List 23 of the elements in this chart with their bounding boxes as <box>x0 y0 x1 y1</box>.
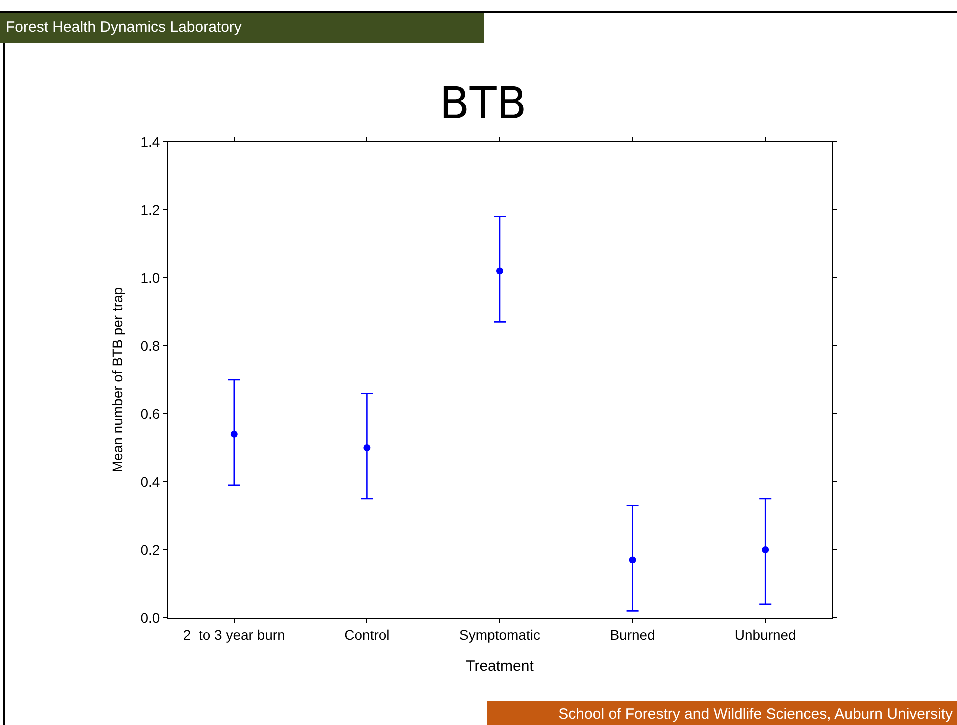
point <box>364 444 371 452</box>
y-tick-label: 1.0 <box>140 270 160 286</box>
x-tick-label: 2 to 3 year burn <box>183 626 286 643</box>
y-axis-title: Mean number of BTB per trap <box>109 287 126 473</box>
x-tick-label: Symptomatic <box>460 626 540 643</box>
y-tick-label: 1.4 <box>140 134 160 150</box>
y-tick-label: 0.4 <box>140 474 160 490</box>
x-tick-label: Control <box>344 626 390 643</box>
point <box>230 430 238 438</box>
point <box>762 546 770 554</box>
point <box>629 556 636 564</box>
text: School of Forestry and Wildlife Sciences, Auburn University <box>487 701 957 725</box>
y-tick-label: 0.2 <box>140 542 160 558</box>
x-axis-title: Treatment <box>466 658 535 675</box>
text: Forest Health Dynamics Laboratory <box>0 13 484 43</box>
y-tick-label: 0.8 <box>140 338 160 354</box>
x-tick-label: Burned <box>610 626 656 643</box>
point <box>496 268 504 275</box>
x-tick-label: Unburned <box>734 626 796 643</box>
y-tick-label: 0.6 <box>140 406 160 422</box>
y-tick-label: 0.0 <box>140 610 160 626</box>
chart-title: BTB <box>440 78 527 130</box>
y-tick-label: 1.2 <box>140 202 160 218</box>
